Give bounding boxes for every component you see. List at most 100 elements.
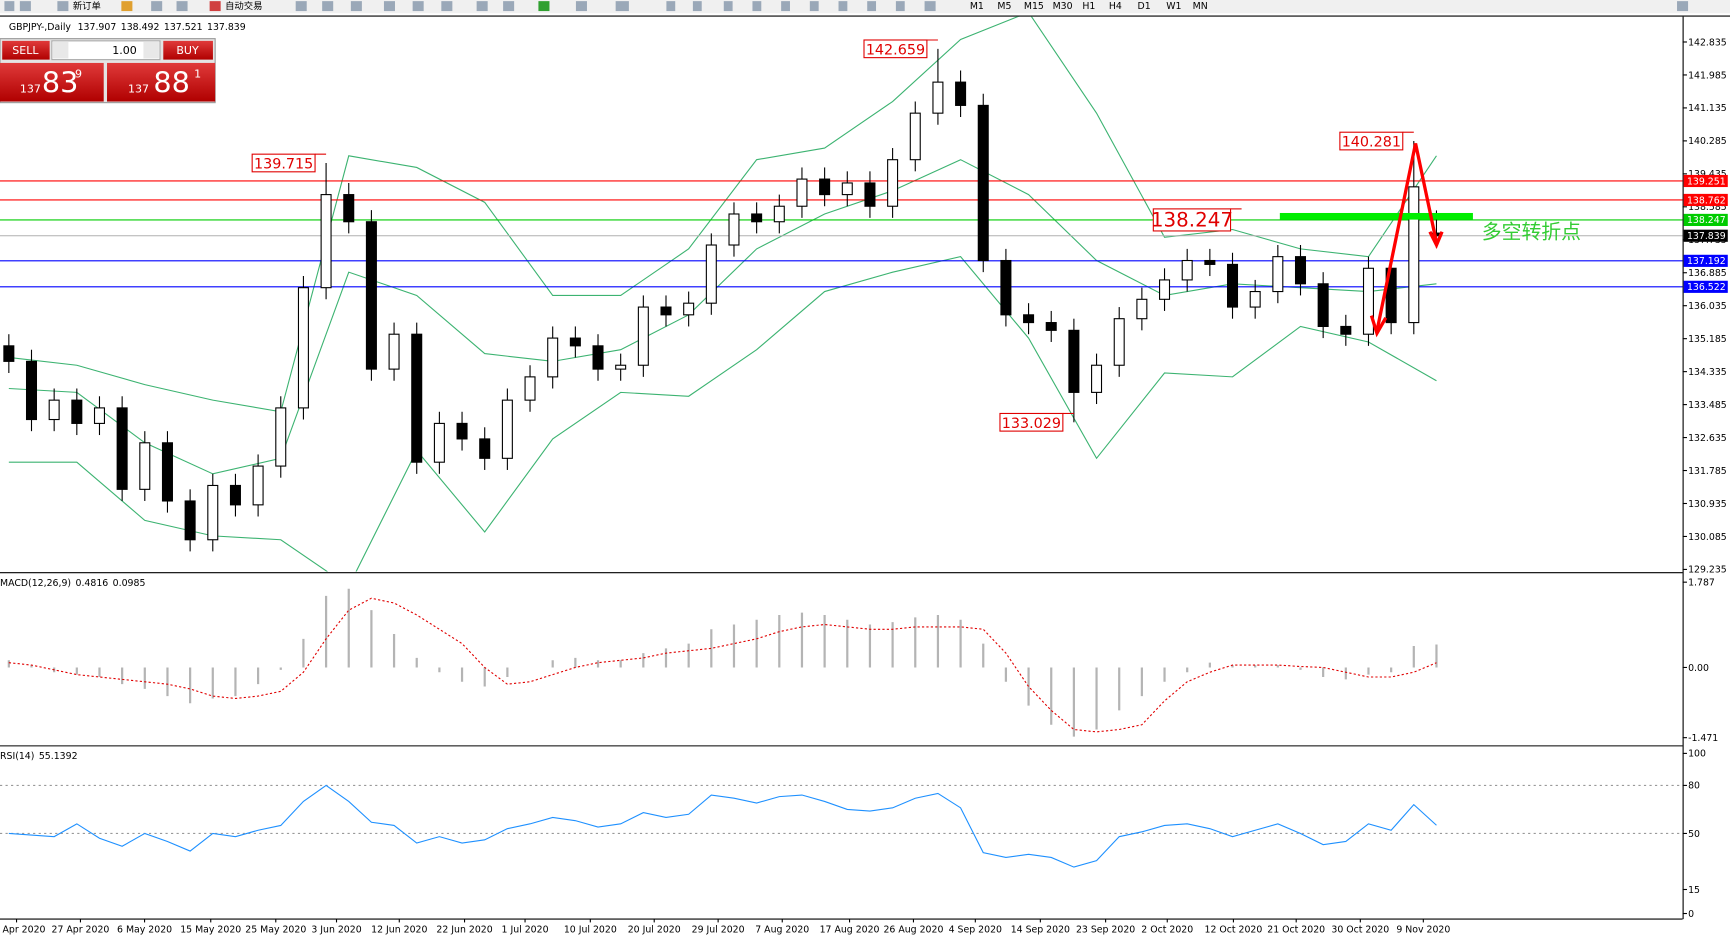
candle-body (751, 213, 763, 223)
x-tick-label: 20 Jul 2020 (628, 924, 681, 935)
price-level-label: 136.522 (1687, 282, 1726, 293)
toolbar-new-order[interactable]: 新订单 (73, 0, 101, 12)
candle-body (569, 337, 581, 347)
timeframe-button[interactable]: M30 (1053, 1, 1073, 12)
price-annotation-box (1339, 131, 1404, 151)
candle-body (433, 422, 445, 463)
axes: 142.835 141.985 141.135 140.285 139.435 138.5… (0, 37, 1728, 935)
sell-button[interactable] (2, 40, 50, 60)
lot-input[interactable] (51, 40, 161, 61)
price-level-tag (1683, 213, 1728, 226)
y-tick-label: 139.435 (1688, 169, 1727, 180)
y-tick-label: 133.485 (1688, 400, 1727, 411)
price-annotation: 139.715 (254, 157, 313, 173)
ask-pips: 88 (153, 66, 189, 100)
timeframe-button[interactable]: M5 (997, 1, 1011, 12)
bollinger-band (8, 256, 1437, 572)
candle-body (1000, 259, 1012, 316)
lot-value[interactable]: 1.00 (112, 44, 137, 57)
x-tick-label: 4 Sep 2020 (949, 924, 1002, 935)
chart-header: GBPJPY-,Daily 137.907 138.492 137.521 137.83… (9, 22, 246, 33)
price-level-label: 138.247 (1687, 215, 1726, 226)
candle-body (297, 287, 309, 409)
buy-label[interactable]: BUY (176, 44, 199, 57)
price-level-tag (1683, 193, 1728, 207)
candle-body (705, 244, 717, 304)
x-tick-label: 1 Jul 2020 (502, 924, 549, 935)
x-tick-label: 25 May 2020 (245, 924, 306, 935)
candle-body (1091, 364, 1103, 393)
timeframe-button[interactable]: M15 (1024, 1, 1044, 12)
rsi-value: 55.1392 (39, 751, 78, 762)
timeframe-button[interactable]: W1 (1166, 1, 1181, 12)
x-tick-label: 17 Aug 2020 (820, 924, 880, 935)
rsi-line (8, 784, 1437, 868)
macd-plot (7, 588, 1438, 737)
candle-body (909, 112, 921, 161)
x-tick-label: 29 Jul 2020 (692, 924, 745, 935)
header-high: 138.492 (121, 22, 160, 33)
x-tick-label: 10 Jul 2020 (564, 924, 617, 935)
macd-header: MACD(12,26,9) 0.4816 0.0985 (0, 578, 145, 589)
symbol: GBPJPY-,Daily (9, 22, 72, 33)
price-level-label: 137.192 (1687, 256, 1726, 267)
candle-body (1340, 325, 1352, 335)
macd-value: 0.4816 (76, 578, 109, 589)
price-annotation-box (251, 153, 316, 173)
header-close: 137.839 (207, 22, 246, 33)
macd-signal (8, 597, 1437, 733)
candle-body (275, 407, 287, 467)
candle-body (1159, 279, 1171, 300)
sell-label[interactable]: SELL (12, 44, 39, 57)
toolbar-auto-trading[interactable]: 自动交易 (225, 0, 262, 12)
buy-button[interactable] (163, 40, 213, 60)
price-level-label: 139.251 (1687, 176, 1726, 187)
candle-body (1294, 256, 1307, 285)
candle-body (48, 399, 60, 421)
lot-down[interactable] (52, 41, 69, 59)
y-tick-label: 15 (1688, 885, 1700, 896)
timeframe-button[interactable]: MN (1193, 1, 1208, 12)
candle-body (955, 81, 967, 106)
price-level-tag (1683, 229, 1728, 242)
timeframe-button[interactable]: M1 (970, 1, 984, 12)
x-tick-label: 27 Apr 2020 (52, 924, 110, 935)
candle-body (1226, 263, 1239, 308)
ask-box[interactable] (107, 62, 216, 102)
candle-body (1068, 329, 1080, 393)
y-tick-label: 130.085 (1688, 532, 1727, 543)
candle-body (547, 337, 559, 378)
y-tick-label: 100 (1688, 749, 1706, 760)
bid-box[interactable] (0, 62, 104, 102)
candle-body (25, 360, 38, 421)
y-tick-label: 80 (1688, 781, 1700, 792)
bid-fraction: 9 (75, 67, 82, 80)
y-tick-label: 140.285 (1688, 136, 1727, 147)
timeframe-button[interactable]: H1 (1082, 1, 1095, 12)
bollinger-band (8, 16, 1437, 413)
price-annotation-box (863, 39, 928, 59)
y-tick-label: 142.835 (1688, 37, 1727, 48)
price-annotation: 138.247 (1151, 209, 1233, 232)
x-tick-label: 9 Nov 2020 (1396, 924, 1450, 935)
candle-body (479, 438, 491, 459)
bid-pips: 83 (42, 66, 78, 100)
candle-body (1317, 283, 1329, 328)
candle-body (411, 333, 423, 463)
candle-body (252, 465, 264, 506)
candle-body (388, 333, 400, 370)
y-tick-label: 141.135 (1688, 103, 1727, 114)
lot-up[interactable] (143, 41, 159, 59)
candle-body (161, 442, 173, 502)
candle-body (819, 178, 831, 196)
rsi-plot (0, 784, 1683, 868)
candle-body (93, 407, 105, 424)
timeframe-button[interactable]: H4 (1109, 1, 1122, 12)
candle-body (660, 306, 672, 316)
price-annotation-box (999, 412, 1064, 432)
candle-body (1362, 267, 1374, 335)
candle-body (977, 104, 989, 262)
drawn-level-bar (1279, 212, 1473, 220)
timeframe-button[interactable]: D1 (1138, 1, 1151, 12)
